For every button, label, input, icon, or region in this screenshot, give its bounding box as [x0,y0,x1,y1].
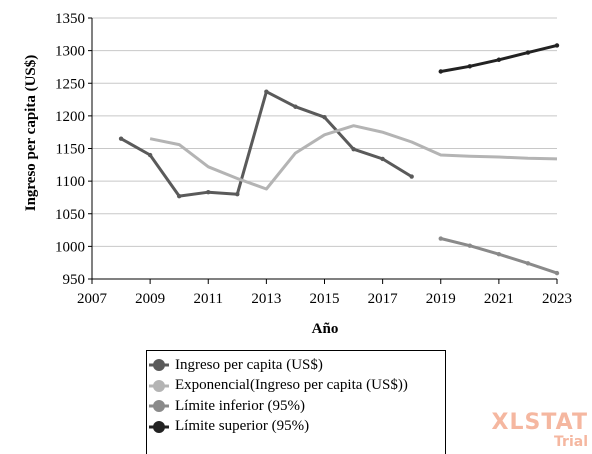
x-tick-label: 2023 [542,291,572,307]
legend-label: Límite superior (95%) [175,418,310,435]
legend-swatch [147,376,175,396]
data-point [438,236,443,241]
data-point [438,69,443,74]
data-point [235,191,240,197]
data-point [496,57,502,62]
y-tick-label: 1300 [55,44,85,60]
data-point [380,156,385,162]
legend-item: Límite inferior (95%) [147,396,445,417]
y-tick-label: 1150 [56,142,85,158]
x-tick-label: 2007 [77,291,108,307]
y-tick-label: 1350 [55,11,85,27]
data-point [409,174,414,179]
y-axis-ticks: 950 1000 1050 1100 1150 1200 1250 1300 1350 [55,11,92,288]
y-tick-label: 1200 [55,109,85,125]
x-tick-label: 2017 [368,291,399,307]
chart: 2007 2009 2011 2013 2015 2017 2019 2021 2023 950… [23,11,572,337]
series-0 [118,89,414,199]
x-tick-label: 2013 [251,291,281,307]
legend: Ingreso per capita (US$) Exponencial(Ingr… [146,350,446,454]
y-tick-label: 1050 [55,207,85,223]
x-tick-label: 2011 [194,291,223,307]
watermark: XLSTAT Trial [491,410,588,451]
y-tick-label: 1250 [55,76,85,92]
y-tick-label: 1000 [55,239,85,255]
data-point [496,252,502,257]
data-point [554,270,560,276]
series-line [149,124,558,191]
data-point [264,89,269,94]
watermark-sub: Trial [554,434,588,450]
x-tick-label: 2009 [135,291,165,307]
legend-label: Exponencial(Ingreso per capita (US$)) [175,377,408,394]
data-point [467,64,473,69]
data-point [147,152,153,158]
legend-swatch [147,355,175,375]
legend-item: Ingreso per capita (US$) [147,355,445,376]
x-axis-title: Año [312,321,339,337]
legend-label: Límite inferior (95%) [175,397,305,414]
series-group [118,43,560,276]
data-point [293,104,298,109]
y-axis-title: Ingreso per capita (US$) [23,55,39,212]
y-tick-label: 950 [63,272,86,288]
data-point [467,243,473,248]
watermark-main: XLSTAT [491,410,588,435]
series-3 [438,43,560,74]
legend-item: Exponencial(Ingreso per capita (US$)) [147,376,445,397]
legend-item: Límite superior (95%) [147,417,445,438]
data-point [525,50,531,55]
series-line [120,90,413,198]
legend-swatch [147,417,175,437]
y-tick-label: 1100 [56,174,85,190]
data-point [118,136,124,141]
data-point [554,43,560,48]
grid-lines [92,17,557,280]
x-axis-ticks: 2007 2009 2011 2013 2015 2017 2019 2021 2023 [77,279,572,307]
series-1 [149,124,558,191]
legend-swatch [147,396,175,416]
data-point [351,146,356,152]
x-tick-label: 2021 [484,291,514,307]
data-point [322,114,327,120]
data-point [525,261,531,266]
data-point [176,193,182,199]
x-tick-label: 2015 [310,291,340,307]
data-point [206,190,211,195]
x-tick-label: 2019 [426,291,456,307]
series-2 [438,236,560,276]
legend-label: Ingreso per capita (US$) [175,356,323,373]
